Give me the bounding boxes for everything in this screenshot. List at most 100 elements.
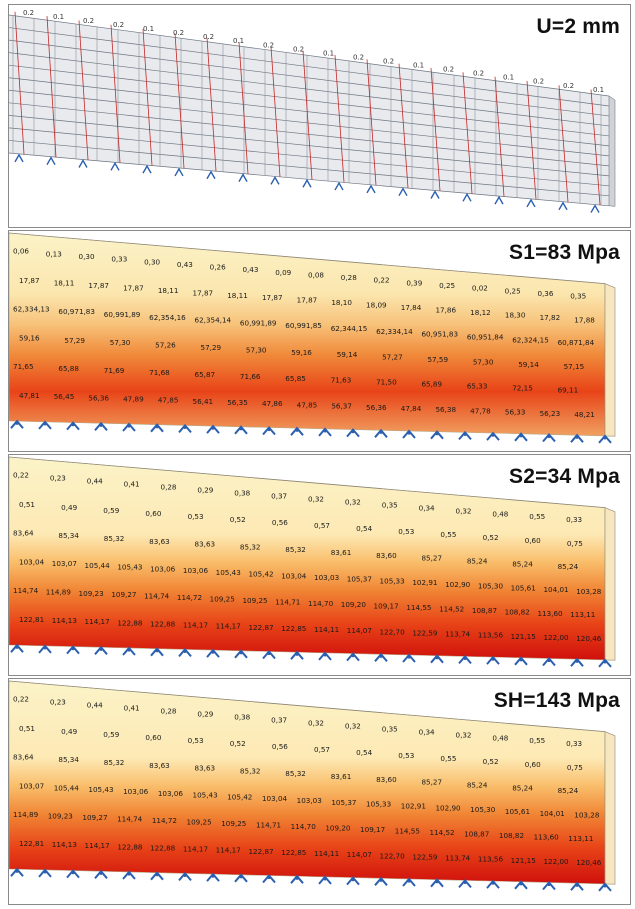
stress-value-label: 69,11 [558, 386, 579, 395]
support-icon [542, 656, 556, 667]
stress-value-label: 114,55 [395, 827, 420, 836]
stress-value-label: 109,17 [374, 602, 399, 611]
support-icon [78, 159, 88, 168]
stress-value-label: 85,34 [58, 755, 79, 764]
stress-value-label: 109,20 [325, 824, 351, 833]
node-label: 0.2 [383, 57, 394, 65]
stress-plot: 0,22 0,23 0,44 0,41 0,28 0,29 0,38 0,37 0,32 0,32… [9, 680, 616, 892]
stress-value-label: 122,70 [380, 851, 406, 860]
stress-value-label: 0,29 [197, 486, 213, 495]
support-icon [334, 181, 344, 191]
support-icon [374, 876, 388, 886]
support-icon [178, 647, 192, 658]
stress-value-label: 56,23 [540, 409, 561, 418]
stress-value-label: 83,63 [195, 540, 216, 549]
stress-value-label: 114,17 [85, 617, 110, 626]
stress-value-label: 0,26 [210, 263, 226, 272]
stress-value-label: 85,24 [512, 783, 533, 792]
stress-value-label: 59,14 [518, 360, 539, 369]
stress-value-label: 71,65 [13, 362, 34, 371]
stress-value-label: 108,87 [472, 606, 497, 615]
stress-value-label: 47,78 [470, 406, 491, 415]
support-icon [486, 879, 500, 889]
stress-value-label: 105,42 [227, 792, 252, 801]
panel-title: S1=83 Mpa [509, 241, 620, 264]
stress-value-label: 121,15 [511, 856, 536, 865]
stress-value-label: 18,12 [470, 308, 491, 317]
stress-value-label: 0,33 [111, 255, 127, 264]
stress-value-label: 85,27 [421, 554, 442, 563]
stress-value-label: 114,74 [117, 814, 143, 823]
displacement-line [238, 42, 249, 175]
stress-value-label: 0,32 [308, 718, 324, 727]
stress-value-label: 109,27 [111, 590, 136, 599]
support-icon [178, 423, 192, 434]
stress-value-label: 122,81 [19, 839, 44, 848]
stress-value-label: 0,60 [145, 733, 161, 742]
stress-value-label: 0,53 [398, 527, 414, 536]
stress-value-label: 122,85 [281, 848, 306, 857]
stress-value-label: 18,10 [331, 298, 352, 307]
stress-value-label: 102,90 [435, 803, 461, 812]
stress-value-label: 0,55 [440, 754, 456, 763]
stress-value-label: 0,52 [483, 757, 499, 766]
stress-value-label: 85,32 [104, 758, 125, 767]
displacement-line [398, 63, 409, 189]
stress-value-label: 122,87 [248, 847, 273, 856]
stress-value-label: 57,29 [201, 343, 222, 352]
displacement-line [526, 80, 537, 200]
stress-value-label: 103,06 [150, 564, 176, 573]
stress-value-label: 0,54 [356, 748, 372, 757]
support-icon [262, 425, 276, 436]
support-icon [234, 425, 248, 435]
support-icon [598, 658, 612, 668]
stress-value-label: 71,66 [240, 372, 261, 381]
stress-value-label: 105,44 [85, 561, 111, 570]
stress-value-label: 17,87 [193, 288, 214, 297]
stress-value-label: 102,91 [412, 578, 437, 587]
stress-value-label: 114,07 [347, 850, 372, 859]
node-label: 0.2 [83, 17, 94, 25]
stress-value-label: 113,56 [478, 631, 504, 640]
stress-value-label: 105,30 [478, 582, 504, 591]
support-icon [10, 867, 24, 877]
stress-value-label: 103,28 [576, 587, 602, 596]
stress-value-label: 56,36 [88, 393, 109, 402]
stress-value-label: 65,88 [58, 364, 79, 373]
stress-value-label: 0,49 [61, 503, 77, 512]
stress-value-label: 0,34 [419, 727, 435, 736]
node-label: 0.2 [293, 45, 304, 53]
support-icon [598, 882, 612, 892]
panel-s2: 0,22 0,23 0,44 0,41 0,28 0,29 0,38 0,37 0,32 0,32… [8, 454, 631, 676]
stress-value-label: 103,03 [314, 573, 339, 582]
stress-value-label: 114,17 [216, 846, 241, 855]
support-icon [402, 653, 416, 663]
support-icon [270, 175, 280, 185]
stress-value-label: 102,91 [401, 802, 426, 811]
stress-value-label: 83,61 [331, 548, 352, 557]
stress-value-label: 122,88 [117, 842, 143, 851]
stress-value-label: 114,72 [177, 593, 202, 602]
support-icon [486, 431, 500, 441]
support-icon [366, 184, 376, 194]
stress-value-label: 121,15 [511, 632, 536, 641]
support-icon [398, 187, 408, 197]
stress-value-label: 114,72 [152, 816, 177, 825]
stress-value-label: 103,04 [19, 557, 45, 566]
stress-value-label: 0,23 [50, 698, 66, 707]
stress-value-label: 114,70 [308, 599, 334, 608]
support-icon [122, 646, 136, 656]
stress-value-label: 108,82 [505, 607, 530, 616]
stress-value-label: 56,33 [505, 408, 526, 417]
mesh-line [9, 14, 610, 97]
stress-value-label: 0,38 [234, 713, 250, 722]
stress-value-label: 18,09 [366, 301, 387, 310]
support-icon [206, 872, 220, 882]
stress-value-label: 122,00 [543, 857, 569, 866]
node-label: 0.2 [533, 78, 544, 86]
stress-value-label: 0,51 [19, 500, 35, 509]
stress-value-label: 83,63 [195, 764, 216, 773]
displacement-line [590, 89, 601, 206]
stress-value-label: 0,59 [103, 730, 119, 739]
stress-value-label: 0,60 [525, 760, 541, 769]
